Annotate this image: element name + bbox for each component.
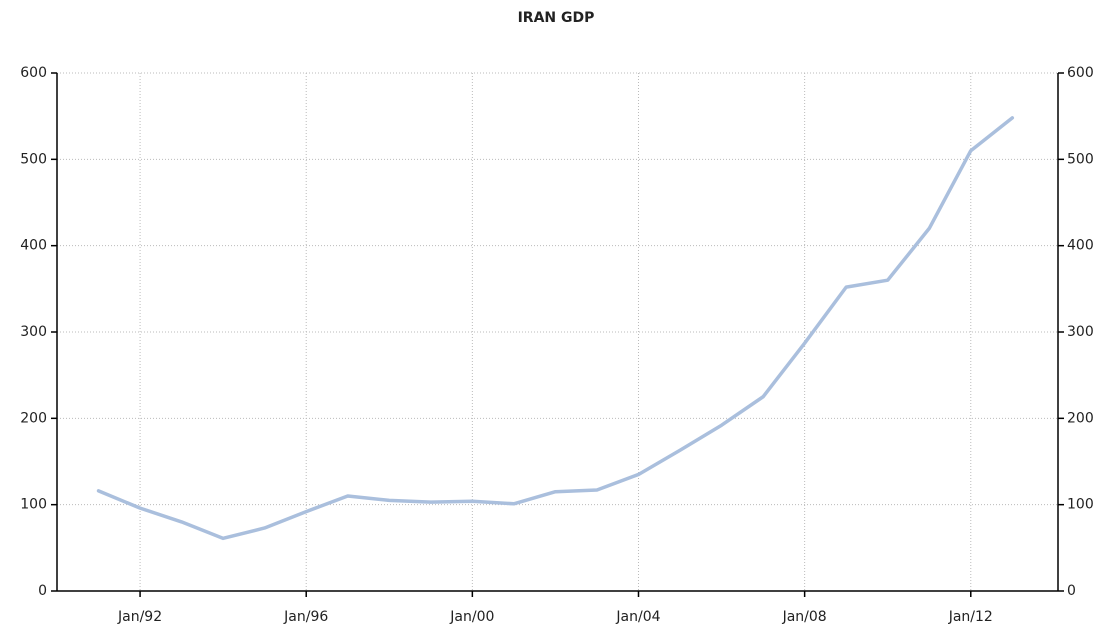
y-tick-label: 0 xyxy=(38,583,47,599)
x-tick-label: Jan/96 xyxy=(283,609,328,625)
x-tick-label: Jan/92 xyxy=(117,609,162,625)
x-tick-label: Jan/04 xyxy=(615,609,660,625)
y2-tick-label: 400 xyxy=(1067,238,1094,254)
y2-tick-label: 600 xyxy=(1067,65,1094,81)
x-tick-label: Jan/12 xyxy=(948,609,993,625)
y2-tick-label: 300 xyxy=(1067,324,1094,340)
y-tick-label: 200 xyxy=(20,410,47,426)
y2-tick-label: 0 xyxy=(1067,583,1076,599)
y2-tick-label: 100 xyxy=(1067,497,1094,513)
chart-title: IRAN GDP xyxy=(518,10,595,26)
y-tick-label: 600 xyxy=(20,65,47,81)
y-tick-label: 100 xyxy=(20,497,47,513)
line xyxy=(96,116,1015,541)
y-tick-label: 300 xyxy=(20,324,47,340)
y-tick-label: 400 xyxy=(20,238,47,254)
x-tick-label: Jan/00 xyxy=(449,609,494,625)
y-tick-label: 500 xyxy=(20,151,47,167)
x-tick-label: Jan/08 xyxy=(782,609,827,625)
y2-tick-label: 200 xyxy=(1067,410,1094,426)
y2-tick-label: 500 xyxy=(1067,151,1094,167)
